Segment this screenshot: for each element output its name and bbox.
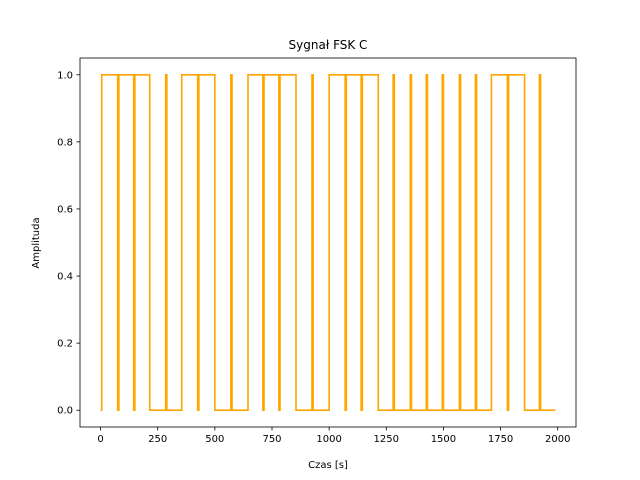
chart-title: Sygnał FSK C	[289, 38, 368, 52]
x-tick-label: 1500	[431, 434, 456, 445]
x-tick-label: 500	[205, 434, 224, 445]
y-axis-label: Amplituda	[31, 217, 42, 268]
x-tick-label: 0	[97, 434, 103, 445]
x-tick-label: 750	[262, 434, 281, 445]
y-tick-label: 0.0	[57, 406, 73, 417]
y-tick-label: 0.6	[57, 204, 73, 215]
axes: 0 250 500 750 1000 1250 1500 1750 2000 0.0 0.2 0.4 0…	[57, 57, 577, 445]
x-tick-label: 1250	[374, 434, 399, 445]
plot-area	[100, 73, 556, 412]
y-tick-label: 0.4	[57, 272, 73, 283]
axes-frame	[79, 57, 577, 428]
y-tick-label: 0.2	[57, 339, 73, 350]
x-axis-label: Czas [s]	[308, 460, 348, 471]
x-tick-label: 250	[148, 434, 167, 445]
x-tick-label: 2000	[545, 434, 570, 445]
series-line-0	[100, 73, 556, 412]
y-tick-label: 0.8	[57, 137, 73, 148]
x-tick-label: 1750	[488, 434, 513, 445]
x-tick-label: 1000	[316, 434, 341, 445]
y-tick-label: 1.0	[57, 70, 73, 81]
